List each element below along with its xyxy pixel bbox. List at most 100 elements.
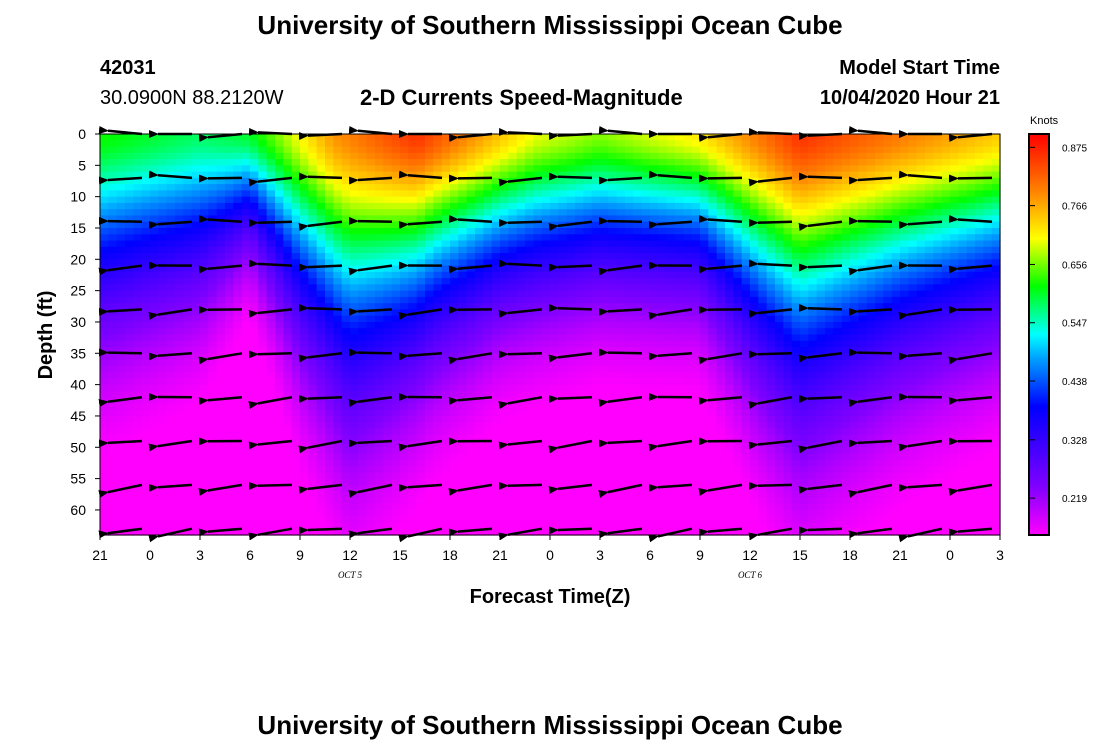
- heatmap-cell: [641, 271, 651, 279]
- heatmap-cell: [525, 390, 534, 398]
- heatmap-cell: [541, 428, 551, 436]
- heatmap-cell: [708, 202, 718, 210]
- heatmap-cell: [516, 428, 526, 436]
- heatmap-cell: [550, 478, 559, 486]
- heatmap-cell: [233, 165, 243, 173]
- heatmap-cell: [225, 290, 234, 298]
- heatmap-cell: [316, 227, 326, 235]
- heatmap-cell: [583, 397, 593, 405]
- heatmap-cell: [366, 334, 376, 342]
- heatmap-cell: [733, 334, 743, 342]
- heatmap-cell: [133, 441, 143, 448]
- heatmap-cell: [350, 334, 359, 342]
- heatmap-cell: [633, 359, 643, 367]
- heatmap-cell: [508, 215, 518, 223]
- heatmap-cell: [600, 472, 609, 480]
- heatmap-cell: [366, 340, 376, 348]
- heatmap-cell: [275, 466, 284, 473]
- heatmap-cell: [666, 215, 676, 223]
- heatmap-cell: [608, 428, 618, 436]
- heatmap-cell: [433, 372, 443, 379]
- heatmap-cell: [508, 165, 518, 173]
- heatmap-cell: [150, 290, 159, 298]
- heatmap-cell: [575, 227, 584, 235]
- heatmap-cell: [375, 328, 384, 336]
- heatmap-cell: [600, 428, 609, 436]
- heatmap-cell: [658, 359, 668, 367]
- heatmap-cell: [316, 528, 326, 536]
- heatmap-cell: [716, 259, 726, 267]
- heatmap-cell: [258, 221, 268, 229]
- heatmap-cell: [508, 303, 518, 311]
- heatmap-cell: [391, 447, 401, 455]
- heatmap-cell: [191, 303, 201, 311]
- heatmap-cell: [633, 403, 643, 411]
- heatmap-cell: [341, 271, 351, 279]
- heatmap-cell: [366, 522, 376, 530]
- heatmap-cell: [475, 347, 484, 354]
- heatmap-cell: [450, 403, 459, 411]
- heatmap-cell: [675, 509, 684, 517]
- heatmap-cell: [675, 221, 684, 229]
- heatmap-cell: [316, 340, 326, 348]
- heatmap-cell: [575, 365, 584, 373]
- heatmap-cell: [133, 372, 143, 379]
- heatmap-cell: [516, 221, 526, 229]
- heatmap-cell: [700, 415, 709, 423]
- heatmap-cell: [466, 359, 476, 367]
- heatmap-cell: [291, 234, 301, 242]
- heatmap-cell: [225, 409, 234, 417]
- heatmap-cell: [716, 528, 726, 536]
- heatmap-cell: [158, 196, 168, 204]
- heatmap-cell: [525, 409, 534, 417]
- heatmap-cell: [525, 152, 534, 160]
- heatmap-cell: [200, 303, 209, 311]
- heatmap-cell: [725, 221, 734, 229]
- heatmap-cell: [700, 516, 709, 524]
- heatmap-cell: [550, 253, 559, 260]
- heatmap-cell: [108, 234, 118, 242]
- heatmap-cell: [500, 227, 509, 235]
- heatmap-cell: [625, 403, 634, 411]
- heatmap-cell: [608, 403, 618, 411]
- heatmap-cell: [741, 328, 751, 336]
- heatmap-cell: [483, 466, 493, 473]
- heatmap-cell: [391, 315, 401, 323]
- heatmap-cell: [325, 271, 334, 279]
- heatmap-cell: [108, 384, 118, 392]
- heatmap-cell: [116, 159, 126, 166]
- heatmap-cell: [616, 196, 626, 204]
- heatmap-cell: [700, 234, 709, 242]
- heatmap-cell: [725, 441, 734, 448]
- heatmap-cell: [425, 403, 434, 411]
- heatmap-cell: [450, 152, 459, 160]
- heatmap-cell: [325, 309, 334, 317]
- heatmap-cell: [208, 340, 218, 348]
- heatmap-cell: [358, 503, 368, 511]
- heatmap-cell: [616, 472, 626, 480]
- heatmap-cell: [275, 321, 284, 329]
- heatmap-cell: [200, 202, 209, 210]
- heatmap-cell: [675, 409, 684, 417]
- heatmap-cell: [508, 202, 518, 210]
- heatmap-cell: [650, 491, 659, 499]
- heatmap-cell: [508, 353, 518, 361]
- heatmap-cell: [625, 447, 634, 455]
- heatmap-cell: [166, 409, 176, 417]
- heatmap-cell: [525, 415, 534, 423]
- heatmap-cell: [575, 428, 584, 436]
- heatmap-cell: [683, 190, 693, 198]
- heatmap-cell: [133, 296, 143, 304]
- heatmap-cell: [541, 409, 551, 417]
- heatmap-cell: [125, 403, 134, 411]
- heatmap-cell: [175, 397, 184, 405]
- heatmap-cell: [608, 165, 618, 173]
- heatmap-cell: [100, 321, 109, 329]
- heatmap-cell: [133, 196, 143, 204]
- heatmap-cell: [291, 434, 301, 442]
- heatmap-cell: [250, 146, 259, 154]
- heatmap-cell: [225, 309, 234, 317]
- heatmap-cell: [683, 441, 693, 448]
- heatmap-cell: [666, 177, 676, 185]
- heatmap-cell: [125, 334, 134, 342]
